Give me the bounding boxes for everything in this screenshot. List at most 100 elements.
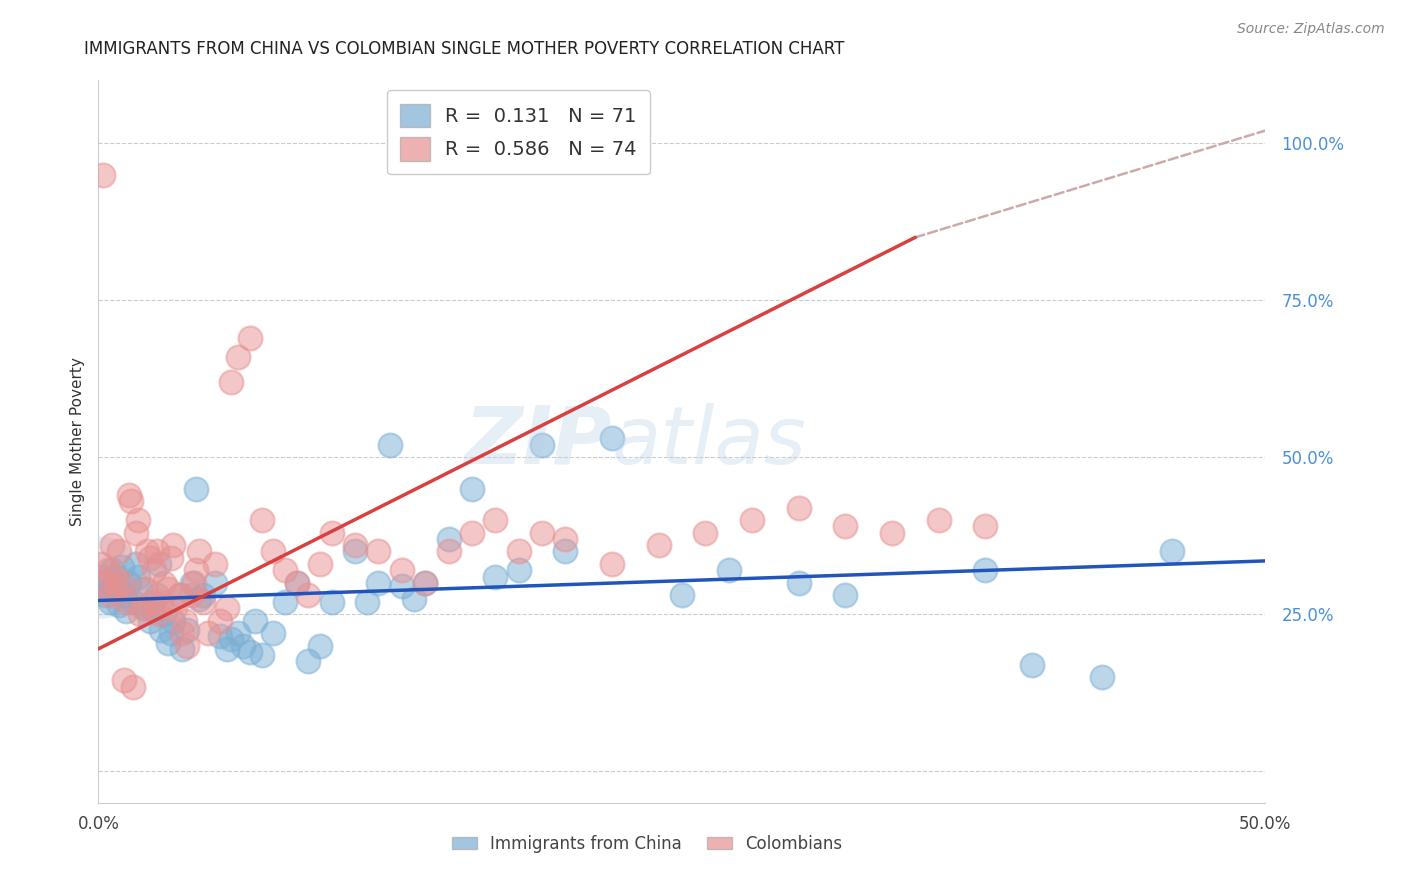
Point bbox=[344, 538, 367, 552]
Point bbox=[787, 500, 810, 515]
Point bbox=[146, 544, 169, 558]
Point bbox=[183, 575, 205, 590]
Point bbox=[152, 607, 174, 622]
Point bbox=[250, 648, 273, 662]
Point bbox=[437, 544, 460, 558]
Point bbox=[125, 525, 148, 540]
Point bbox=[187, 591, 209, 606]
Point bbox=[974, 519, 997, 533]
Point bbox=[193, 589, 215, 603]
Point bbox=[367, 575, 389, 590]
Point bbox=[484, 513, 506, 527]
Point bbox=[162, 614, 184, 628]
Point bbox=[221, 375, 243, 389]
Point bbox=[148, 607, 170, 622]
Point bbox=[186, 482, 208, 496]
Point bbox=[321, 595, 343, 609]
Point bbox=[297, 589, 319, 603]
Point bbox=[129, 582, 152, 597]
Point bbox=[150, 623, 173, 637]
Point bbox=[741, 513, 763, 527]
Point bbox=[413, 575, 436, 590]
Point bbox=[176, 623, 198, 637]
Point bbox=[186, 563, 208, 577]
Point bbox=[297, 655, 319, 669]
Point bbox=[122, 595, 145, 609]
Legend: Immigrants from China, Colombians: Immigrants from China, Colombians bbox=[444, 828, 849, 860]
Point bbox=[91, 575, 114, 590]
Point bbox=[94, 589, 117, 603]
Point bbox=[221, 632, 243, 647]
Point bbox=[262, 544, 284, 558]
Point bbox=[250, 513, 273, 527]
Point bbox=[98, 589, 121, 603]
Point bbox=[787, 575, 810, 590]
Point bbox=[157, 635, 180, 649]
Point bbox=[321, 525, 343, 540]
Point bbox=[413, 575, 436, 590]
Point bbox=[402, 591, 425, 606]
Point bbox=[127, 513, 149, 527]
Point bbox=[232, 639, 254, 653]
Point bbox=[94, 575, 117, 590]
Point bbox=[98, 595, 121, 609]
Point bbox=[148, 557, 170, 571]
Point bbox=[118, 488, 141, 502]
Point bbox=[112, 589, 135, 603]
Point bbox=[139, 614, 162, 628]
Point bbox=[974, 563, 997, 577]
Point bbox=[285, 575, 308, 590]
Point bbox=[391, 563, 413, 577]
Point bbox=[530, 525, 553, 540]
Point bbox=[484, 569, 506, 583]
Point bbox=[172, 641, 194, 656]
Point bbox=[115, 604, 138, 618]
Point bbox=[215, 641, 238, 656]
Point bbox=[172, 626, 194, 640]
Point bbox=[262, 626, 284, 640]
Point bbox=[101, 563, 124, 577]
Point bbox=[356, 595, 378, 609]
Point bbox=[834, 519, 856, 533]
Point bbox=[125, 557, 148, 571]
Point bbox=[159, 550, 181, 565]
Point bbox=[228, 626, 250, 640]
Text: IMMIGRANTS FROM CHINA VS COLOMBIAN SINGLE MOTHER POVERTY CORRELATION CHART: IMMIGRANTS FROM CHINA VS COLOMBIAN SINGL… bbox=[84, 40, 845, 58]
Point bbox=[717, 563, 740, 577]
Point bbox=[647, 538, 669, 552]
Point bbox=[180, 575, 202, 590]
Point bbox=[1091, 670, 1114, 684]
Point bbox=[309, 639, 332, 653]
Point bbox=[208, 629, 231, 643]
Point bbox=[274, 563, 297, 577]
Point bbox=[134, 582, 156, 597]
Point bbox=[274, 595, 297, 609]
Point bbox=[169, 589, 191, 603]
Point bbox=[105, 569, 128, 583]
Point bbox=[437, 532, 460, 546]
Point bbox=[193, 595, 215, 609]
Point bbox=[134, 601, 156, 615]
Point bbox=[309, 557, 332, 571]
Point bbox=[159, 626, 181, 640]
Text: atlas: atlas bbox=[612, 402, 807, 481]
Point bbox=[367, 544, 389, 558]
Point bbox=[461, 525, 484, 540]
Point bbox=[143, 563, 166, 577]
Point bbox=[169, 589, 191, 603]
Point bbox=[122, 680, 145, 694]
Point bbox=[141, 595, 163, 609]
Point bbox=[239, 331, 262, 345]
Point bbox=[104, 579, 127, 593]
Point bbox=[146, 589, 169, 603]
Point bbox=[508, 563, 530, 577]
Point bbox=[380, 438, 402, 452]
Point bbox=[176, 639, 198, 653]
Point bbox=[239, 645, 262, 659]
Point bbox=[204, 557, 226, 571]
Point bbox=[671, 589, 693, 603]
Point bbox=[228, 350, 250, 364]
Y-axis label: Single Mother Poverty: Single Mother Poverty bbox=[69, 357, 84, 526]
Point bbox=[173, 614, 195, 628]
Point bbox=[508, 544, 530, 558]
